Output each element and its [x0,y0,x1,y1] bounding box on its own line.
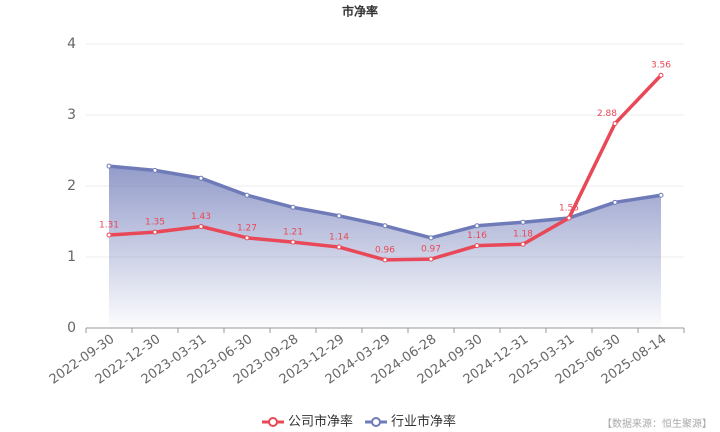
point [152,229,158,235]
data-label: 1.14 [329,233,349,243]
point [474,243,480,249]
point [566,215,572,221]
point [658,72,664,78]
data-label: 0.97 [421,245,441,255]
y-tick-label: 1 [67,249,76,265]
source-note: 【数据来源：恒生聚源】 [602,417,712,430]
point [336,213,342,219]
point [382,223,388,229]
data-label: 1.43 [191,212,211,222]
point [106,232,112,238]
point [612,121,618,127]
area [109,166,661,328]
legend-label: 公司市净率 [288,414,353,430]
y-tick-label: 3 [67,107,76,123]
y-tick-label: 2 [67,178,76,194]
legend-swatch [371,417,382,427]
data-label: 2.88 [597,109,617,119]
data-label: 1.31 [99,220,119,230]
point [244,192,250,198]
legend-label: 行业市净率 [391,414,456,430]
chart-title: 市净率 [342,4,378,19]
point [198,175,204,181]
data-label: 1.27 [237,223,257,233]
y-tick-label: 0 [67,320,76,336]
data-label: 3.56 [651,61,671,71]
data-label: 1.18 [513,230,533,240]
y-tick-label: 4 [67,36,76,52]
point [152,167,158,173]
data-label: 1.55 [559,203,579,213]
point [198,223,204,229]
point [428,256,434,262]
data-label: 0.96 [375,245,395,255]
data-label: 1.21 [283,228,303,238]
point [428,235,434,241]
point [382,257,388,263]
legend-swatch [268,417,278,427]
point [612,199,618,205]
point [106,163,112,169]
point [290,204,296,210]
point [336,244,342,250]
data-label: 1.16 [467,231,487,241]
point [290,239,296,245]
point [474,223,480,229]
point [520,241,526,247]
data-label: 1.35 [145,218,165,228]
point [244,235,250,241]
point [658,192,664,198]
point [520,219,526,225]
